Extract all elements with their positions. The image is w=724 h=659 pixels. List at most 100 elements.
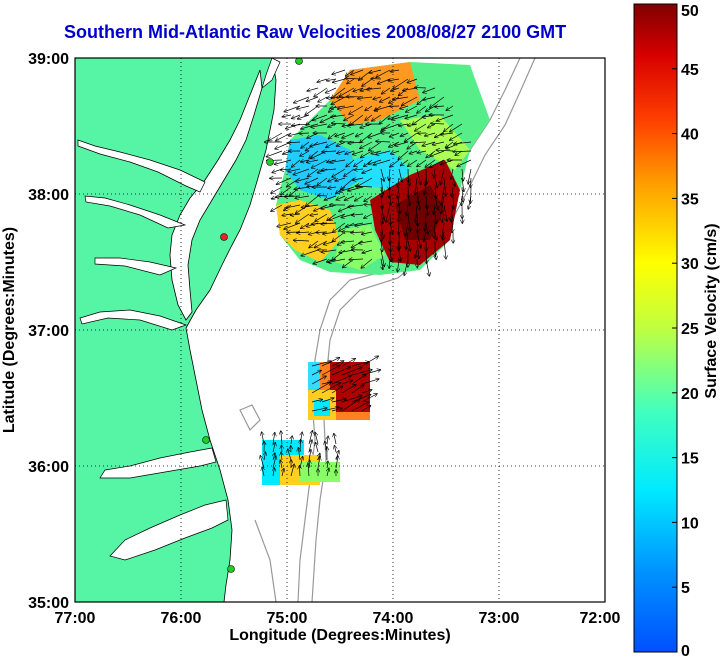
velocity-vector (453, 195, 454, 209)
x-tick-label: 72:00 (580, 610, 621, 627)
velocity-vector (271, 204, 283, 211)
velocity-vector (274, 159, 292, 164)
velocity-vector (367, 88, 382, 90)
velocity-vector (281, 186, 292, 195)
velocity-vector (331, 408, 342, 412)
velocity-vector (353, 150, 364, 155)
colorbar-tick-label: 10 (681, 515, 699, 532)
velocity-vector (434, 195, 438, 210)
velocity-vector (290, 214, 301, 215)
velocity-vector (457, 159, 472, 166)
velocity-vector (262, 467, 264, 477)
velocity-vector (282, 469, 284, 477)
velocity-vector (296, 213, 310, 223)
velocity-vector (311, 408, 327, 412)
velocity-vector (435, 186, 436, 198)
velocity-vector (389, 258, 390, 268)
velocity-vector (305, 177, 319, 184)
velocity-vector (301, 141, 310, 148)
velocity-vector (417, 240, 419, 258)
velocity-vector (374, 105, 391, 111)
velocity-vector (381, 213, 383, 224)
velocity-vector (381, 258, 383, 269)
station-marker (220, 233, 228, 241)
velocity-vector (311, 376, 326, 385)
velocity-vector (291, 436, 292, 445)
velocity-vector (330, 159, 346, 163)
grid-lines (75, 58, 605, 602)
velocity-vector (341, 359, 355, 367)
velocity-vector (327, 468, 329, 477)
x-tick-label: 76:00 (161, 610, 202, 627)
velocity-vector (297, 105, 310, 109)
velocity-vector (434, 168, 435, 178)
velocity-vector (380, 168, 384, 181)
colorbar-tick-label: 40 (681, 127, 699, 144)
map-title: Southern Mid-Atlantic Raw Velocities 200… (64, 22, 567, 42)
velocity-vector (311, 123, 328, 127)
velocity-vector (441, 159, 454, 164)
velocity-vector (426, 195, 427, 209)
velocity-vector (309, 450, 311, 461)
velocity-vector (362, 168, 373, 173)
velocity-vector (311, 361, 331, 367)
velocity-vector (301, 123, 319, 129)
velocity-vector (331, 375, 351, 385)
velocity-vector (311, 399, 322, 403)
velocity-vector (386, 204, 391, 222)
velocity-vector (470, 177, 471, 187)
pamlico-sound (109, 499, 229, 561)
velocity-vector (349, 105, 364, 114)
velocity-vector (277, 222, 292, 227)
velocity-vector (301, 204, 319, 207)
potomac-river (77, 139, 206, 193)
velocity-vector (354, 169, 364, 170)
velocity-vector (425, 132, 436, 136)
velocity-vector (264, 452, 266, 461)
velocity-vector (390, 159, 400, 167)
velocity-vector (361, 390, 372, 394)
velocity-vector (331, 361, 344, 367)
colorbar-tick-label: 0 (681, 643, 690, 659)
station-marker (266, 158, 274, 166)
velocity-vector (397, 258, 399, 272)
velocity-vector (359, 241, 373, 243)
velocity-vector (295, 196, 310, 198)
velocity-vector (409, 151, 418, 154)
velocity-vector (273, 443, 275, 453)
x-tick-label: 74:00 (373, 610, 414, 627)
velocity-vector (311, 159, 328, 168)
y-tick-label: 36:00 (28, 459, 69, 476)
velocity-vector (321, 223, 337, 224)
colorbar-tick-label: 20 (681, 386, 699, 403)
velocity-vector (380, 204, 384, 219)
velocity-vector (372, 114, 382, 121)
velocity-vector (269, 132, 283, 141)
velocity-vector (341, 367, 362, 376)
velocity-vector (389, 168, 390, 180)
velocity-vector (281, 452, 282, 461)
velocity-vector (468, 168, 472, 184)
station-marker (295, 58, 303, 65)
velocity-vector (381, 240, 382, 251)
velocity-vector (468, 195, 472, 209)
velocity-vector (361, 356, 378, 367)
y-tick-labels: 39:00 38:00 37:00 36:00 35:00 (28, 51, 69, 612)
velocity-vector (440, 133, 454, 135)
velocity-vector (388, 79, 400, 81)
velocity-vector (331, 96, 346, 104)
velocity-vector (345, 78, 364, 79)
velocity-vector (402, 96, 418, 105)
velocity-vector (397, 177, 399, 187)
velocity-vector (400, 132, 409, 136)
velocity-vector (408, 186, 409, 197)
velocity-vector (406, 231, 408, 249)
velocity-vector (313, 114, 328, 120)
velocity-vector (361, 394, 377, 403)
velocity-vector (362, 232, 373, 234)
velocity-vector (299, 466, 300, 477)
chesapeake-bay (169, 69, 263, 321)
velocity-vector (426, 204, 428, 215)
velocity-vector (417, 213, 418, 226)
velocity-vector (435, 249, 436, 259)
